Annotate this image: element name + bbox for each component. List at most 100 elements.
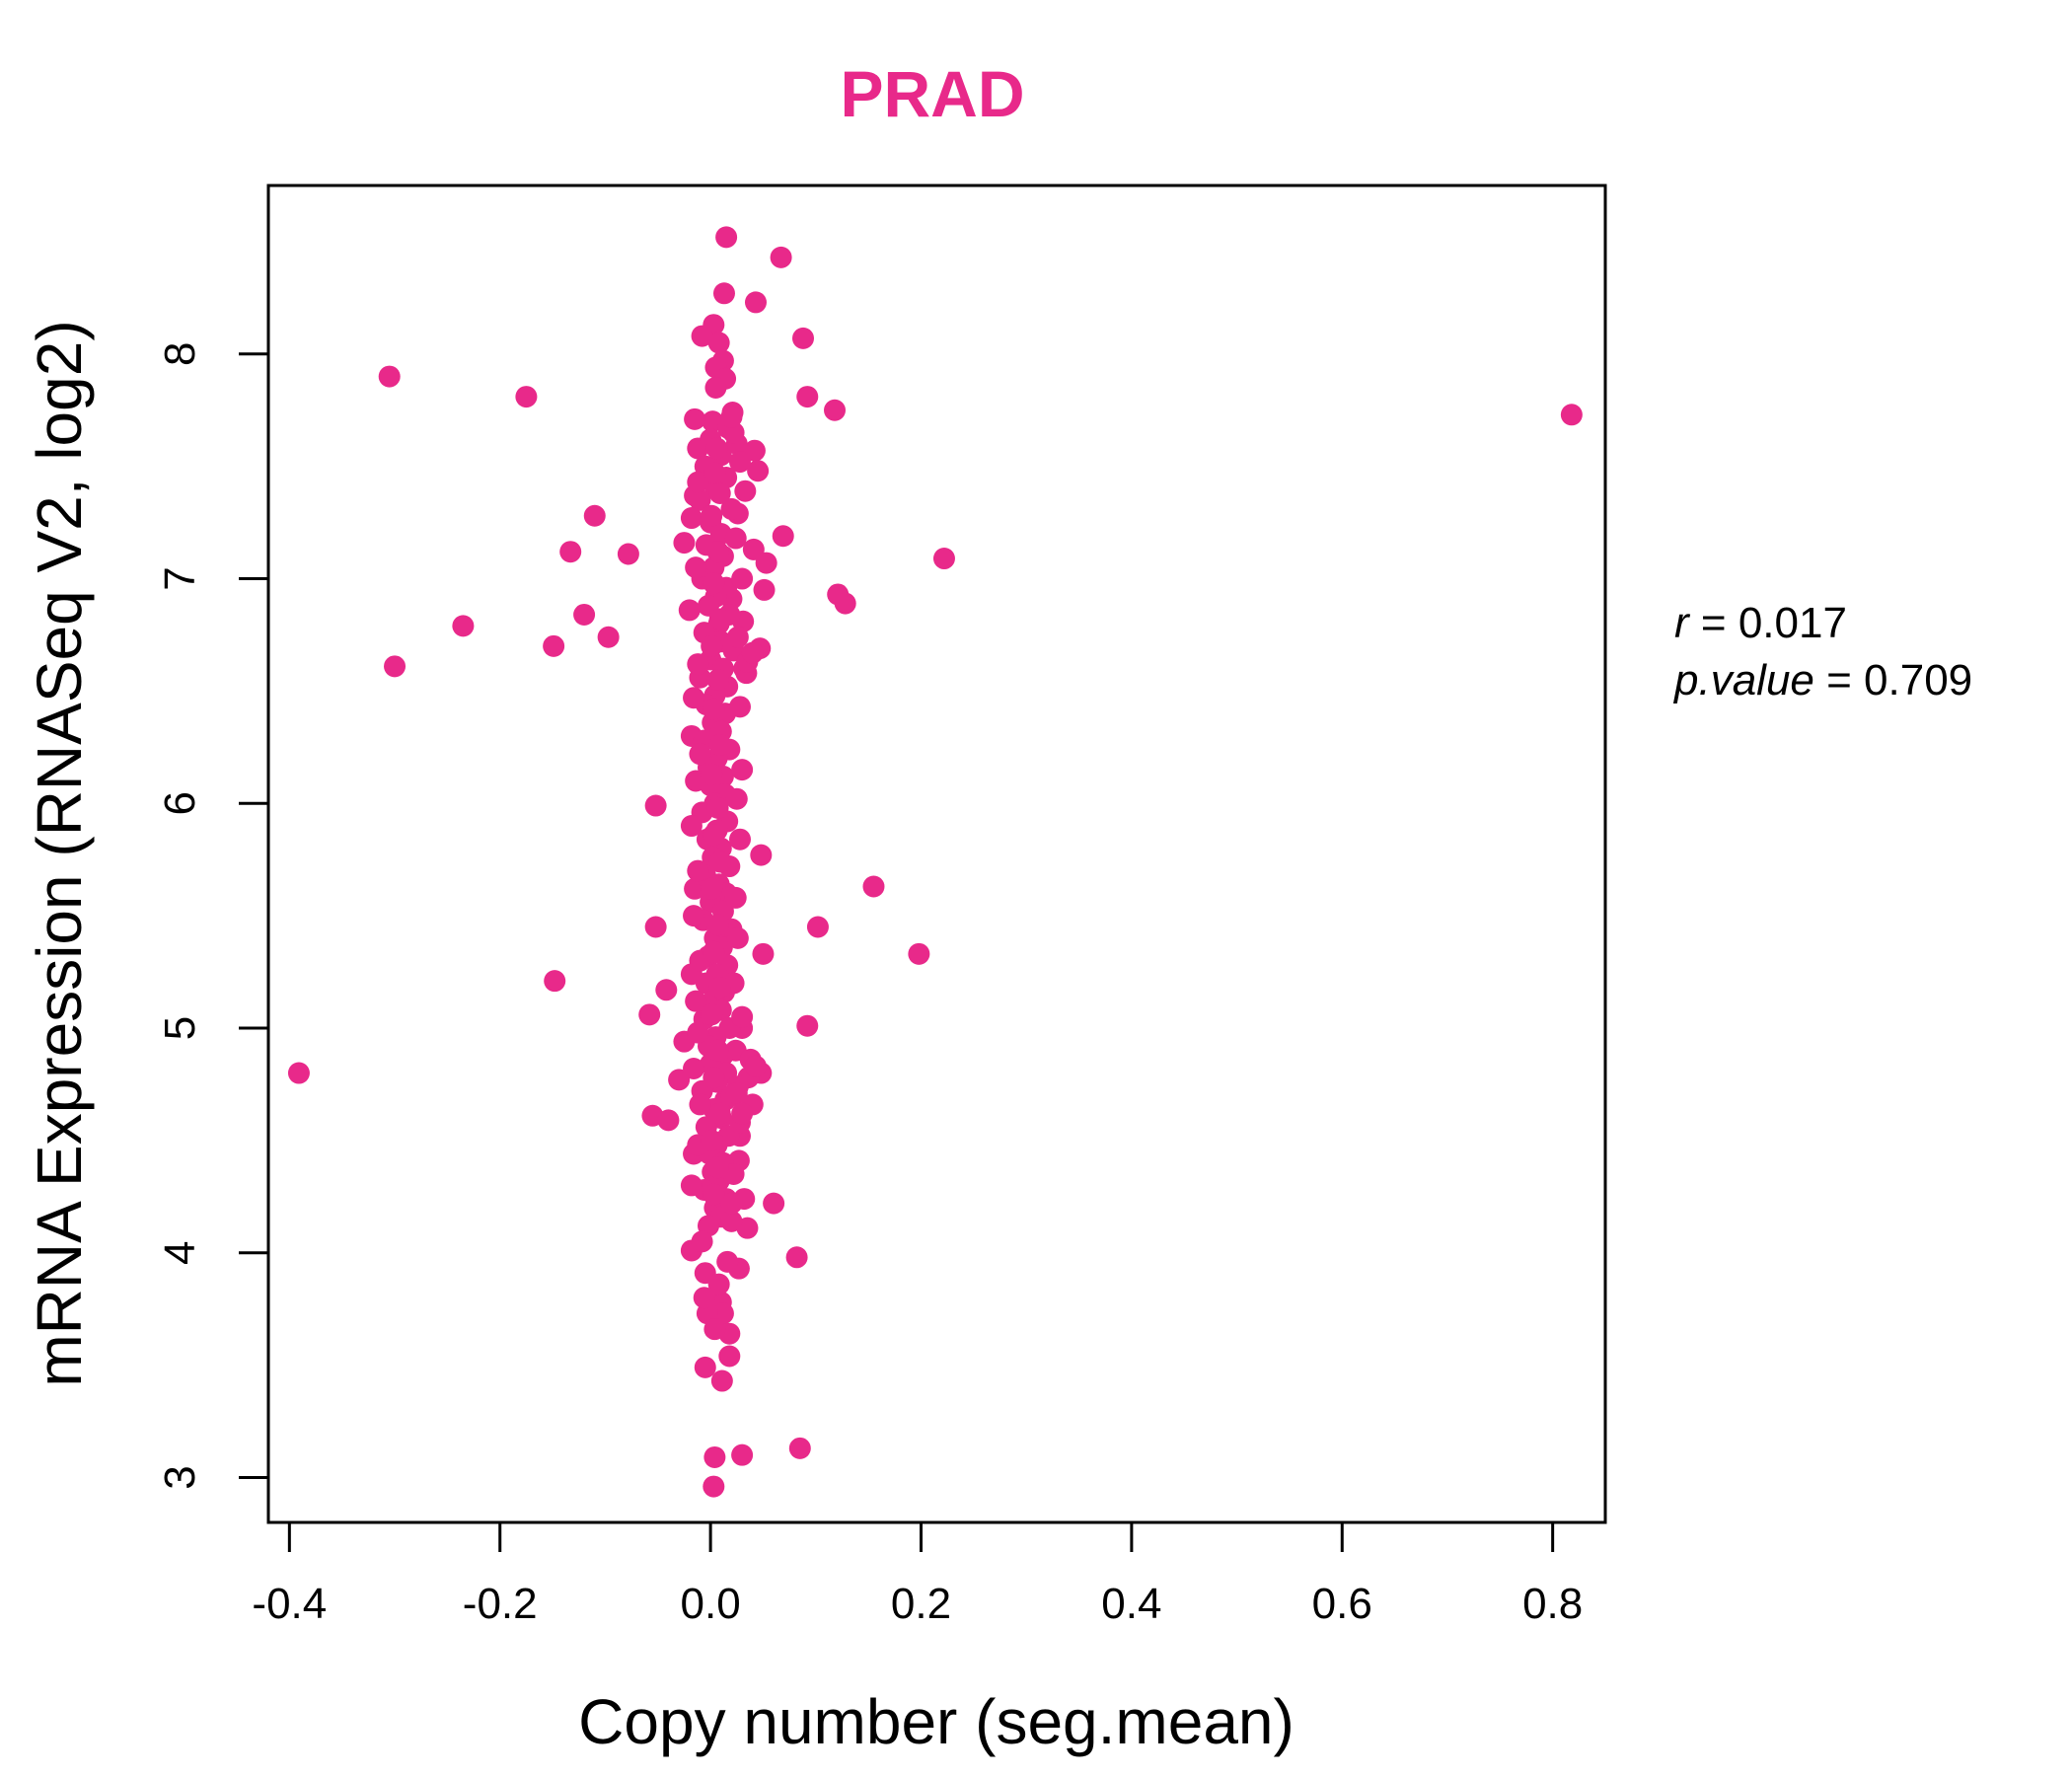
data-point <box>638 1003 661 1026</box>
data-point <box>792 327 814 349</box>
y-axis: 3 4 5 6 7 8 <box>156 342 270 1490</box>
data-point <box>701 877 723 900</box>
stat-p: p.value = 0.709 <box>1672 656 1972 704</box>
data-point <box>515 386 538 408</box>
data-point <box>689 1093 711 1116</box>
data-point <box>703 1445 726 1468</box>
x-axis-label: Copy number (seg.mean) <box>578 1686 1295 1757</box>
data-point <box>687 859 709 882</box>
x-tick-label: 0.2 <box>891 1580 951 1628</box>
data-point <box>720 1192 743 1215</box>
data-point <box>741 641 764 664</box>
data-point <box>694 1356 716 1378</box>
data-point <box>763 1192 785 1215</box>
data-point <box>452 615 475 637</box>
data-point <box>544 970 566 993</box>
data-point <box>701 763 723 785</box>
data-point <box>744 1055 767 1077</box>
data-point <box>689 488 711 511</box>
plot-frame <box>266 184 1607 1524</box>
y-axis-label: mRNA Expression (RNASeq V2, log2) <box>24 320 95 1386</box>
data-point <box>824 399 847 421</box>
chart-title: PRAD <box>840 57 1024 130</box>
data-point <box>644 916 667 938</box>
x-tick-label: 0.0 <box>681 1580 741 1628</box>
data-point <box>724 527 747 550</box>
stat-p-equals: = <box>1814 656 1864 704</box>
data-point <box>703 1318 726 1341</box>
data-point <box>683 687 705 709</box>
data-point <box>706 914 729 936</box>
data-point <box>693 1287 715 1309</box>
x-tick-label: -0.4 <box>252 1580 327 1628</box>
data-point <box>715 226 738 249</box>
data-point <box>684 407 706 430</box>
data-point <box>687 653 709 676</box>
data-point <box>707 1273 730 1295</box>
data-point <box>683 905 705 927</box>
data-point <box>705 437 728 460</box>
data-point <box>731 1443 754 1466</box>
data-point <box>668 1069 691 1091</box>
data-point <box>706 1039 729 1062</box>
data-point <box>287 1062 310 1084</box>
x-tick-label: 0.6 <box>1312 1580 1372 1628</box>
data-point <box>772 525 794 548</box>
stat-r-value: 0.017 <box>1739 599 1847 647</box>
data-point <box>724 886 747 909</box>
data-point <box>655 979 678 1001</box>
data-point <box>708 1102 731 1125</box>
data-point <box>617 543 639 565</box>
y-tick-label: 4 <box>156 1240 204 1264</box>
data-point <box>706 796 729 819</box>
data-point <box>703 824 725 847</box>
data-point <box>701 1003 723 1026</box>
data-point <box>685 990 707 1012</box>
data-point <box>691 325 713 347</box>
data-point <box>806 916 829 938</box>
data-point <box>704 376 727 399</box>
data-point <box>691 1230 713 1253</box>
data-point <box>725 1082 748 1105</box>
data-point <box>583 504 606 527</box>
data-point <box>597 626 620 648</box>
stat-r-equals: = <box>1689 599 1739 647</box>
data-point <box>834 592 856 615</box>
data-point <box>543 634 565 657</box>
data-point <box>743 439 766 462</box>
data-point <box>703 940 725 963</box>
data-point <box>728 696 751 718</box>
data-point <box>703 572 725 595</box>
data-point <box>708 481 731 504</box>
data-point <box>701 504 723 527</box>
data-point <box>726 626 749 648</box>
data-point <box>728 451 751 474</box>
data-point <box>908 942 930 965</box>
data-point <box>725 787 748 810</box>
y-tick-label: 8 <box>156 342 204 366</box>
data-point <box>731 759 754 781</box>
y-tick-label: 6 <box>156 791 204 815</box>
data-point <box>720 406 743 428</box>
data-point <box>673 532 696 555</box>
data-point <box>706 1156 729 1179</box>
data-point <box>744 291 767 314</box>
data-point <box>796 386 819 408</box>
data-point <box>644 794 667 817</box>
data-point <box>680 1174 703 1197</box>
data-point <box>701 1129 723 1151</box>
data-point <box>734 480 757 502</box>
stat-p-label: p.value <box>1672 656 1814 704</box>
data-point <box>687 471 709 493</box>
data-point <box>796 1014 819 1037</box>
data-point <box>559 541 582 563</box>
data-point <box>683 1057 705 1079</box>
data-point <box>716 1250 739 1273</box>
data-point <box>747 460 770 482</box>
stat-p-value: 0.709 <box>1864 656 1972 704</box>
data-point <box>718 1345 741 1368</box>
x-tick-label: -0.2 <box>463 1580 538 1628</box>
x-tick-label: 0.8 <box>1522 1580 1583 1628</box>
data-point <box>706 669 729 692</box>
